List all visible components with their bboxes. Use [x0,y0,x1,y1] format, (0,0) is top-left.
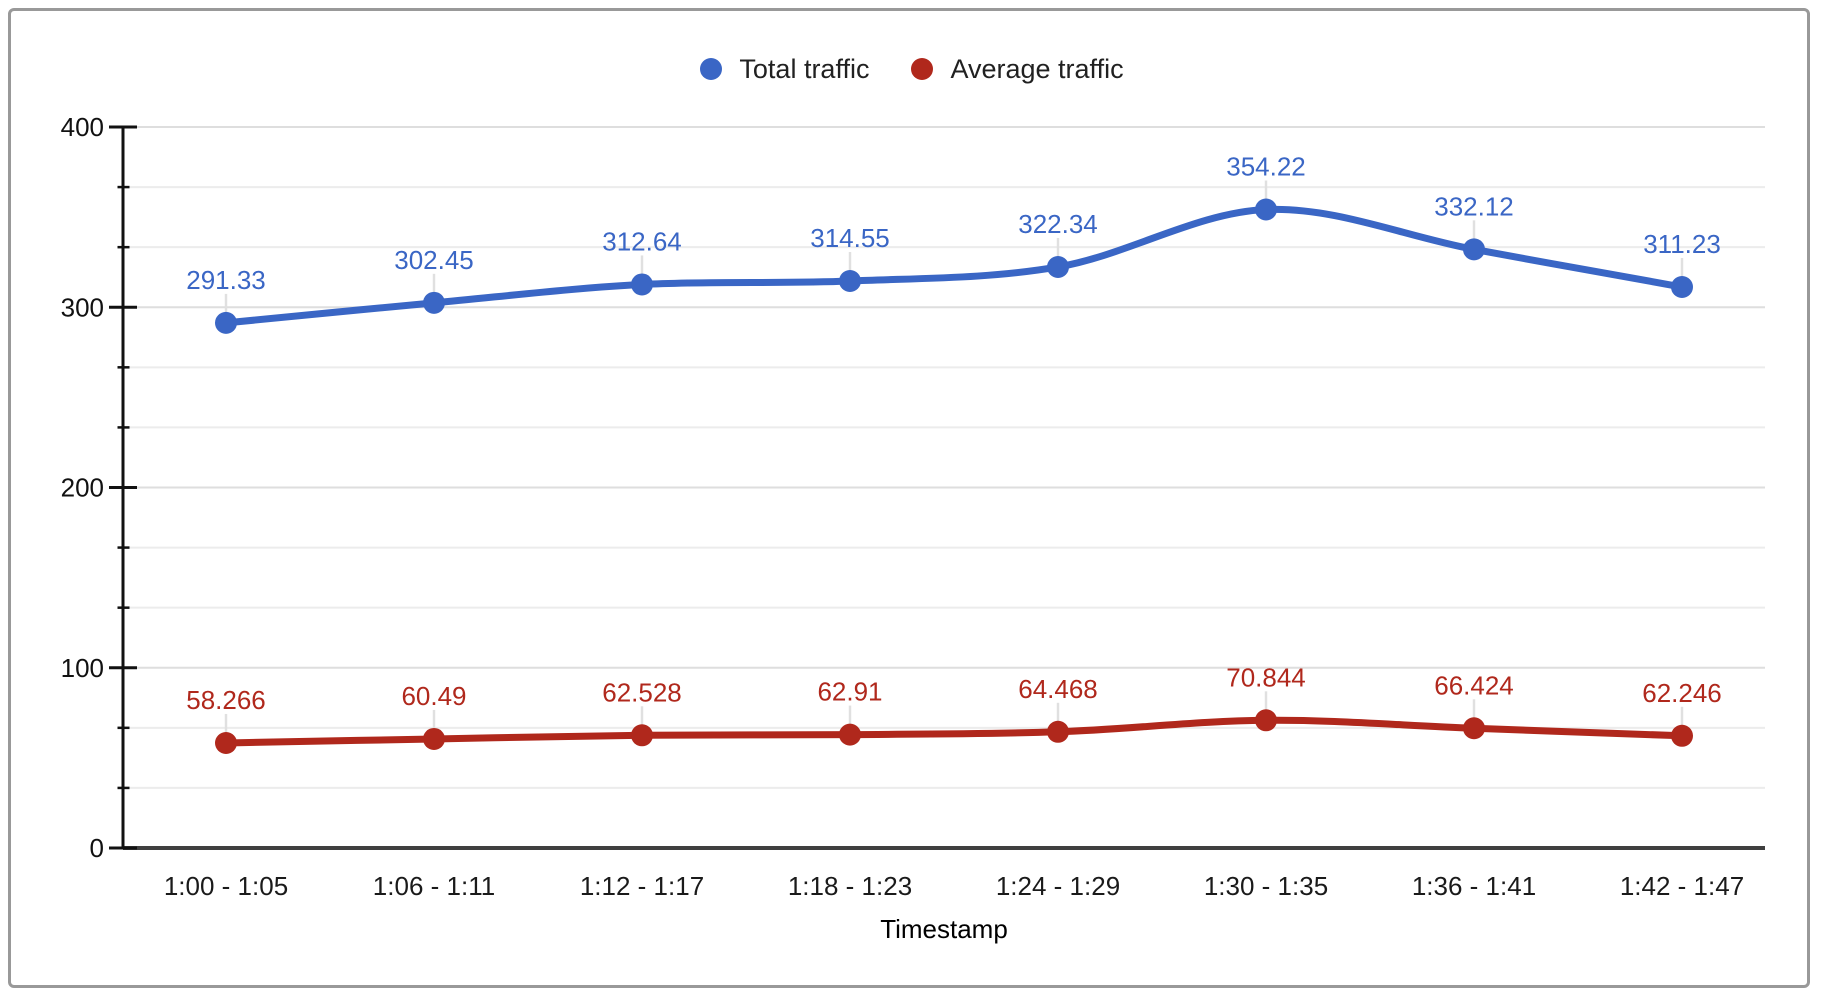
data-point-total-traffic[interactable] [215,311,237,334]
data-point-average-traffic[interactable] [1047,720,1069,743]
x-tick-label: 1:42 - 1:47 [1620,871,1744,901]
data-point-average-traffic[interactable] [631,724,653,747]
data-point-total-traffic[interactable] [423,291,445,314]
y-tick-label: 100 [61,653,104,683]
legend-dot-icon [700,58,723,80]
data-label: 302.45 [394,245,474,275]
x-tick-label: 1:30 - 1:35 [1204,871,1328,901]
legend-dot-icon [911,58,934,80]
data-label: 60.49 [401,681,466,711]
data-label: 62.246 [1642,678,1722,708]
data-label: 62.528 [602,677,682,707]
data-point-total-traffic[interactable] [1463,238,1485,261]
x-tick-label: 1:12 - 1:17 [580,871,704,901]
data-label: 314.55 [810,223,890,253]
x-tick-label: 1:36 - 1:41 [1412,871,1536,901]
y-tick-label: 200 [61,473,104,503]
x-tick-label: 1:06 - 1:11 [373,871,495,901]
data-point-total-traffic[interactable] [631,273,653,296]
data-point-average-traffic[interactable] [1463,717,1485,740]
data-label: 291.33 [186,265,266,295]
data-label: 322.34 [1018,209,1098,239]
data-label: 311.23 [1643,229,1721,259]
legend-label: Average traffic [950,53,1124,84]
data-point-total-traffic[interactable] [1255,198,1277,221]
data-label: 66.424 [1434,670,1514,700]
data-point-average-traffic[interactable] [1255,709,1277,732]
legend-item-average-traffic[interactable]: Average traffic [911,53,1124,85]
data-point-total-traffic[interactable] [839,270,861,293]
data-label: 58.266 [186,685,266,715]
data-label: 332.12 [1434,191,1514,221]
series-line-total-traffic [222,205,1686,327]
legend-item-total-traffic[interactable]: Total traffic [700,54,869,85]
legend-label: Total traffic [739,53,870,84]
data-point-average-traffic[interactable] [839,723,861,746]
data-point-average-traffic[interactable] [1671,724,1693,747]
chart-frame [8,8,1810,988]
data-label: 312.64 [602,226,682,256]
x-tick-label: 1:18 - 1:23 [788,871,912,901]
legend: Total traffic Average traffic [0,52,1824,86]
data-label: 354.22 [1226,152,1306,182]
series-line-average-traffic [222,716,1686,747]
x-axis-title: Timestamp [880,914,1008,944]
y-tick-label: 0 [90,833,104,863]
data-point-total-traffic[interactable] [1671,276,1693,299]
data-label: 64.468 [1018,674,1098,704]
data-point-average-traffic[interactable] [215,731,237,754]
x-tick-label: 1:24 - 1:29 [996,871,1120,901]
data-point-total-traffic[interactable] [1047,255,1069,278]
x-tick-label: 1:00 - 1:05 [164,871,288,901]
data-label: 62.91 [817,677,882,707]
y-tick-label: 400 [61,112,104,142]
data-point-average-traffic[interactable] [423,727,445,750]
y-tick-label: 300 [61,292,104,322]
data-label: 70.844 [1226,662,1306,692]
